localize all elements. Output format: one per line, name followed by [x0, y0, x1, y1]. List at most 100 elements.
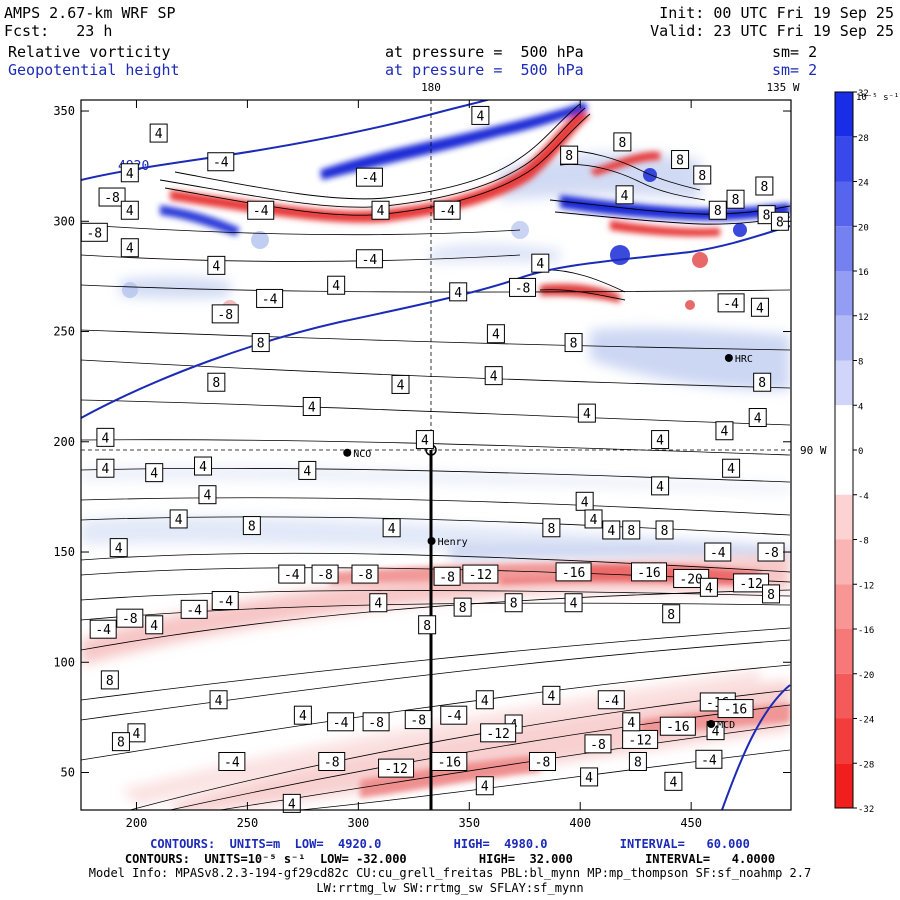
vorticity-label: -4 — [695, 749, 723, 769]
vorticity-label-box — [207, 372, 226, 392]
colorbar-tick-label: -8 — [858, 537, 869, 547]
vorticity-label-box — [504, 593, 523, 613]
vorticity-label-text: -4 — [95, 623, 111, 638]
vorticity-label-box — [100, 670, 119, 690]
colorbar-segment — [835, 271, 853, 316]
vorticity-label-text: -4 — [603, 694, 619, 709]
vorticity-label-text: 4 — [101, 462, 109, 477]
vorticity-label-text: 4 — [212, 259, 220, 274]
vorticity-label-box — [378, 758, 415, 778]
station-dot — [707, 720, 716, 729]
vorticity-label-text: 8 — [698, 169, 706, 184]
vorticity-label-box — [282, 793, 301, 813]
vorticity-label: 8 — [111, 732, 130, 752]
vorticity-label: 8 — [622, 520, 641, 540]
vorticity-label: 4 — [415, 430, 434, 450]
vorticity-label: -8 — [584, 734, 612, 754]
vorticity-label: -8 — [311, 564, 339, 584]
vorticity-label-box — [613, 132, 632, 152]
vorticity-label: -4 — [704, 542, 732, 562]
y-tick-label: 100 — [53, 655, 75, 669]
vorticity-label-text: -4 — [253, 204, 269, 219]
vorticity-label-box — [247, 200, 275, 220]
vorticity-label-text: 8 — [570, 337, 578, 352]
vorticity-label-text: 4 — [101, 431, 109, 446]
vorticity-label-text: 4 — [126, 167, 134, 182]
vorticity-label: 4 — [120, 238, 139, 258]
vorticity-label: 4 — [382, 518, 401, 538]
vorticity-label-text: 4 — [150, 467, 158, 482]
vorticity-label-box — [655, 520, 674, 540]
vorticity-label-text: 8 — [763, 209, 771, 224]
vorticity-label-text: 4 — [481, 780, 489, 795]
vorticity-label: 4 — [584, 509, 603, 529]
colorbar-tick-label: 0 — [858, 447, 863, 457]
colorbar-segment — [835, 763, 853, 808]
vorticity-label: 4 — [602, 520, 621, 540]
colorbar-tick-label: 24 — [858, 179, 869, 189]
vorticity-label-box — [509, 277, 537, 297]
vorticity-label-box — [664, 771, 683, 791]
vorticity-label-text: -20 — [679, 572, 702, 587]
field1-smoothing: sm= 2 — [772, 43, 818, 61]
y-tick-label: 300 — [53, 214, 75, 228]
y-tick-label: 200 — [53, 435, 75, 449]
colorbar-tick-label: 32 — [858, 89, 869, 99]
vorticity-label-box — [433, 200, 461, 220]
vorticity-label-box — [715, 421, 734, 441]
vorticity-label-box — [355, 249, 383, 269]
vorticity-label-text: 4 — [126, 242, 134, 257]
vorticity-label: -4 — [355, 167, 383, 187]
vorticity-label-text: -8 — [104, 191, 120, 206]
vorticity-label-text: -4 — [446, 709, 462, 724]
field2-name: Geopotential height — [8, 61, 180, 79]
vorticity-label-text: -8 — [590, 738, 606, 753]
vorticity-label-text: 8 — [627, 524, 635, 539]
vorticity-label: -4 — [247, 200, 275, 220]
model-info-line2: LW:rrtmg_lw SW:rrtmg_sw SFLAY:sf_mynn — [316, 881, 584, 895]
vorticity-label: 4 — [169, 509, 188, 529]
vorticity-label-box — [584, 734, 612, 754]
vorticity-label-box — [211, 591, 239, 611]
vorticity-label-box — [391, 374, 410, 394]
station-label: NCO — [353, 449, 371, 460]
vorticity-label: 4 — [302, 396, 321, 416]
vorticity-label: -12 — [378, 758, 415, 778]
vorticity-label-text: 8 — [732, 193, 740, 208]
vorticity-label: -16 — [631, 562, 667, 582]
vorticity-label-text: -12 — [486, 727, 509, 742]
vorticity-label-box — [471, 105, 490, 125]
vorticity-label: 4 — [145, 463, 164, 483]
colorbar-tick-label: -32 — [858, 805, 874, 815]
colorbar-unit: 10⁻⁵ s⁻¹ — [856, 93, 899, 103]
vorticity-label: 4 — [149, 123, 168, 143]
station-markers: NCO Henry HRC MCD — [343, 353, 753, 731]
vorticity-label: -4 — [440, 705, 468, 725]
colorbar-tick-label: -16 — [858, 626, 874, 636]
vorticity-label-text: 4 — [133, 727, 141, 742]
vorticity-label-text: 4 — [299, 709, 307, 724]
vorticity-label-box — [453, 597, 472, 617]
vorticity-label: 4 — [449, 282, 468, 302]
vorticity-label: 4 — [120, 163, 139, 183]
vorticity-label-text: 4 — [476, 109, 484, 124]
forecast-hour: Fcst: 23 h — [4, 22, 113, 40]
vorticity-label-box — [218, 751, 246, 771]
vorticity-label-box — [750, 297, 769, 317]
vorticity-label-text: -4 — [701, 753, 717, 768]
vorticity-label-text: -4 — [333, 716, 349, 731]
vorticity-label-text: -16 — [637, 566, 660, 581]
vorticity-label-text: 4 — [581, 495, 589, 510]
vorticity-label-text: -4 — [217, 595, 233, 610]
colorbar-tick-label: 8 — [858, 358, 863, 368]
vorticity-label: 4 — [542, 685, 561, 705]
vorticity-label-box — [717, 699, 754, 719]
vorticity-label-box — [651, 476, 670, 496]
colorbar-tick-label: -4 — [858, 492, 869, 502]
colorbar-segment — [835, 315, 853, 361]
vorticity-label-box — [722, 458, 741, 478]
vorticity-label-text: 4 — [547, 689, 555, 704]
vorticity-label: 8 — [453, 597, 472, 617]
vorticity-label-text: 4 — [621, 189, 629, 204]
vorticity-label-box — [318, 751, 346, 771]
